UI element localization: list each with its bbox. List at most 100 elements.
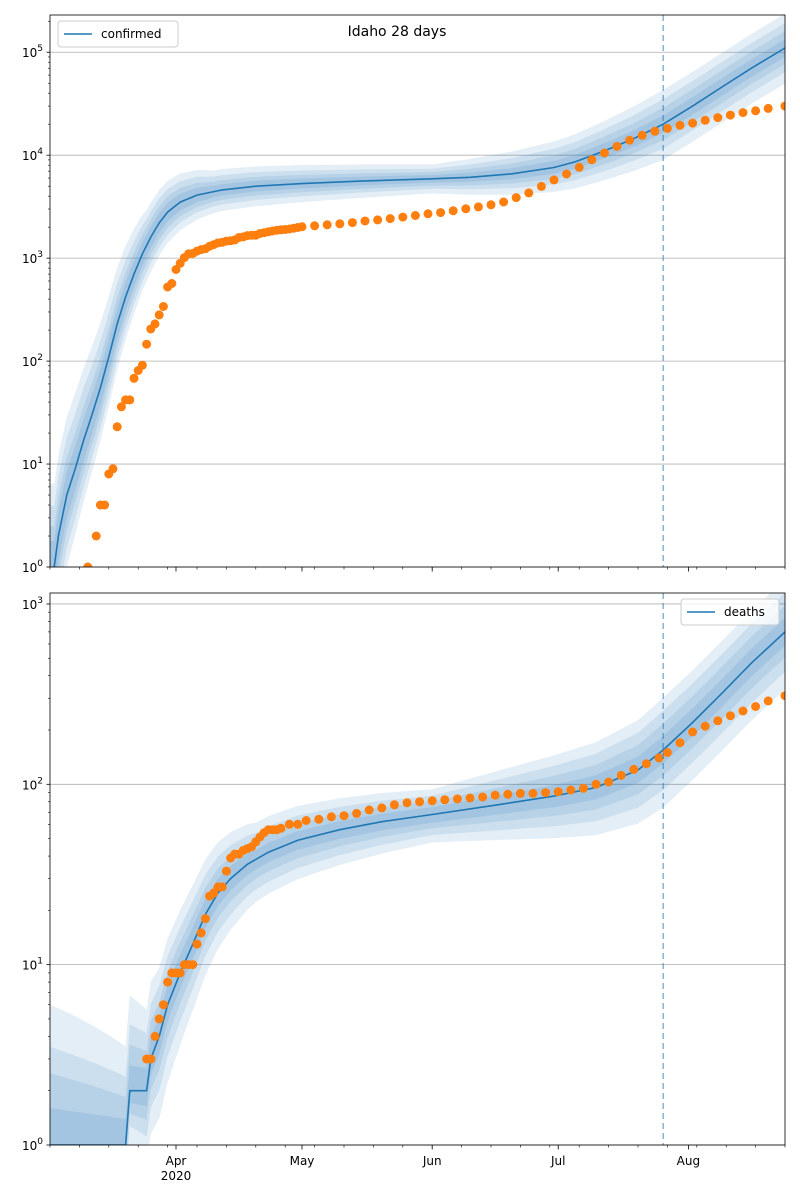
y-tick-label: 103 — [22, 250, 43, 266]
y-tick-label: 105 — [22, 44, 43, 60]
observed-point — [377, 803, 387, 813]
observed-point — [662, 123, 672, 133]
x-tick-sublabel: 2020 — [161, 1169, 192, 1183]
observed-point — [423, 209, 433, 219]
observed-point — [91, 531, 101, 541]
legend-label-deaths: deaths — [724, 605, 765, 619]
uncertainty-band — [50, 593, 785, 1145]
observed-point — [402, 798, 412, 808]
axes-frame — [49, 14, 786, 568]
chart-title: Idaho 28 days — [348, 24, 447, 40]
observed-point — [158, 302, 168, 311]
observed-point — [549, 175, 559, 185]
y-tick-label: 100 — [22, 1137, 43, 1153]
y-tick-base: 10 — [22, 252, 37, 266]
observed-point — [310, 221, 320, 231]
observed-point — [524, 188, 534, 198]
observed-point — [125, 395, 135, 405]
observed-point — [398, 212, 408, 222]
observed-point — [217, 882, 227, 892]
observed-point — [763, 696, 773, 706]
x-tick-label: Aug — [677, 1154, 700, 1168]
y-tick-exponent: 3 — [37, 250, 43, 260]
observed-point — [478, 792, 488, 802]
uncertainty-band — [50, 39, 785, 567]
observed-point — [675, 738, 685, 748]
x-tick-label: Jun — [422, 1154, 442, 1168]
observed-point — [196, 928, 206, 938]
legend-frame — [57, 20, 179, 48]
y-tick-label: 100 — [22, 559, 43, 575]
observed-point — [562, 169, 572, 179]
observed-point — [637, 130, 647, 140]
model-line-confirmed — [53, 47, 785, 567]
observed-point — [511, 193, 521, 203]
observed-point — [612, 141, 622, 151]
observed-point — [751, 702, 761, 711]
y-tick-base: 10 — [22, 598, 37, 612]
observed-point — [389, 800, 399, 810]
observed-point — [221, 866, 231, 876]
observed-point — [167, 279, 177, 288]
observed-point — [654, 753, 664, 763]
observed-point — [688, 727, 698, 737]
observed-point — [335, 219, 345, 229]
observed-point — [448, 206, 458, 216]
uncertainty-band — [50, 31, 785, 567]
y-tick-base: 10 — [22, 959, 37, 973]
observed-point — [415, 797, 425, 807]
observed-point — [738, 706, 748, 716]
observed-point — [515, 788, 525, 798]
observed-point — [150, 319, 160, 329]
observed-point — [175, 968, 185, 978]
observed-point — [293, 819, 303, 829]
observed-point — [427, 796, 437, 806]
observed-point — [142, 339, 152, 349]
y-tick-label: 103 — [22, 596, 43, 612]
y-tick-exponent: 5 — [37, 44, 43, 54]
observed-point — [780, 691, 785, 701]
y-tick-exponent: 1 — [37, 456, 43, 466]
y-tick-base: 10 — [22, 561, 37, 575]
observed-point — [662, 748, 672, 757]
observed-point — [360, 216, 370, 226]
y-tick-base: 10 — [22, 778, 37, 792]
observed-point — [713, 113, 723, 123]
y-tick-base: 10 — [22, 355, 37, 369]
observed-point — [700, 721, 710, 731]
observed-point — [112, 422, 122, 432]
observed-point — [763, 103, 773, 113]
x-tick-label: May — [290, 1154, 315, 1168]
observed-point — [200, 914, 210, 924]
x-tick-label: Apr — [166, 1154, 187, 1168]
x-tick-label: Jul — [550, 1154, 565, 1168]
observed-point — [322, 220, 332, 230]
observed-point — [700, 115, 710, 125]
y-tick-exponent: 2 — [37, 776, 43, 786]
observed-point — [154, 1014, 164, 1024]
observed-point — [347, 218, 357, 228]
observed-point — [725, 110, 735, 120]
observed-point — [486, 200, 496, 210]
observed-point — [373, 215, 383, 225]
observed-point — [604, 777, 614, 787]
y-tick-exponent: 1 — [37, 957, 43, 967]
observed-point — [490, 790, 500, 800]
observed-point — [436, 208, 446, 218]
y-tick-exponent: 3 — [37, 596, 43, 606]
legend-label-confirmed: confirmed — [101, 27, 162, 41]
observed-point — [713, 716, 723, 726]
observed-point — [352, 808, 362, 818]
observed-point — [297, 222, 307, 232]
y-tick-base: 10 — [22, 46, 37, 60]
y-tick-base: 10 — [22, 149, 37, 163]
y-tick-label: 102 — [22, 776, 43, 792]
observed-point — [276, 823, 286, 833]
y-tick-label: 101 — [22, 957, 43, 973]
observed-point — [410, 211, 420, 220]
observed-point — [108, 464, 118, 474]
